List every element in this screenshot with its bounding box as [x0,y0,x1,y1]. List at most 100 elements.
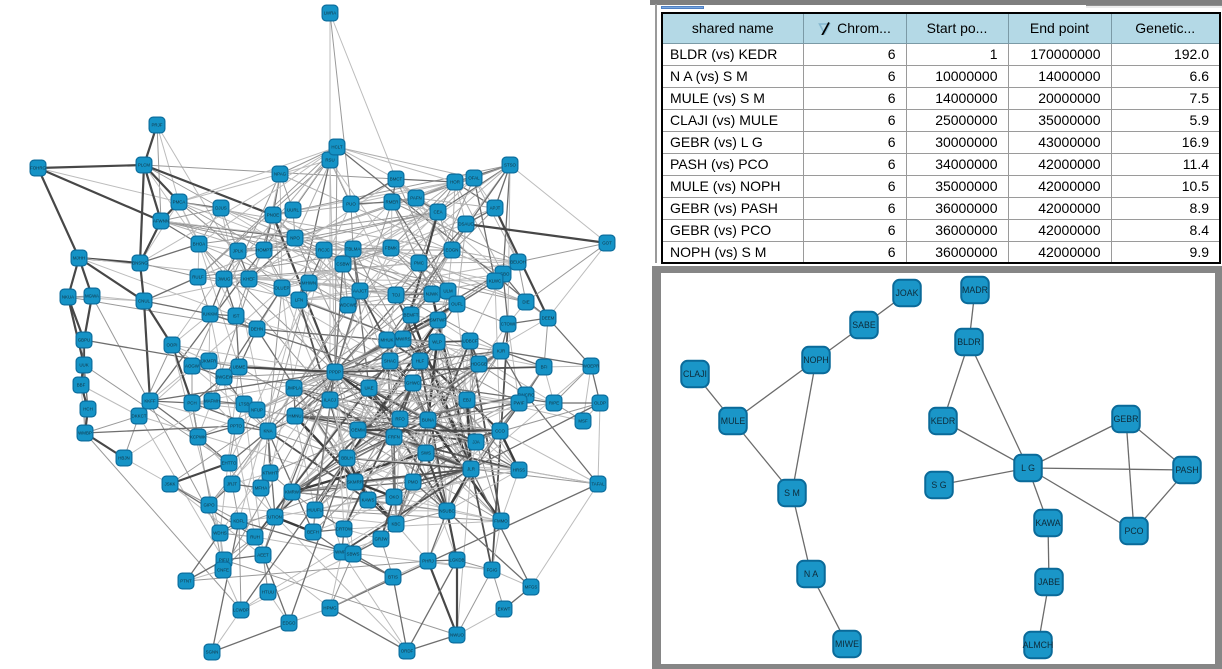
svg-text:AOGW: AOGW [185,364,200,369]
svg-text:S M: S M [784,488,800,498]
svg-text:PMO: PMO [408,480,419,485]
svg-text:ILACJ: ILACJ [324,398,336,403]
svg-text:NPO: NPO [290,236,300,241]
svg-text:UAE: UAE [364,386,373,391]
svg-text:JPLK: JPLK [233,249,244,254]
svg-text:SKMRR: SKMRR [347,480,363,485]
svg-text:WLP: WLP [432,340,442,345]
svg-text:SGNN: SGNN [206,650,219,655]
svg-text:RMER: RMER [386,200,399,205]
svg-text:BEUOH: BEUOH [510,260,526,265]
svg-text:APJT: APJT [490,206,501,211]
svg-text:DEHN: DEHN [251,327,263,332]
svg-text:FRFN: FRFN [388,435,400,440]
svg-text:BMCT: BMCT [390,177,403,182]
svg-text:KAWS: KAWS [362,498,375,503]
svg-text:STSO: STSO [504,163,517,168]
svg-text:KTMHT: KTMHT [262,471,277,476]
svg-text:CRTOW: CRTOW [336,527,353,532]
svg-text:TBLMA: TBLMA [346,247,361,252]
svg-text:PMC: PMC [414,261,424,266]
svg-text:OLDP: OLDP [594,401,606,406]
svg-text:RSU: RSU [325,158,334,163]
svg-text:LGKDB: LGKDB [450,558,465,563]
svg-text:BBF: BBF [77,383,86,388]
svg-text:HMNU: HMNU [288,414,301,419]
svg-text:WOEPR: WOEPR [583,364,600,369]
svg-text:FBMK: FBMK [385,246,397,251]
svg-text:GOT: GOT [602,241,612,246]
svg-text:FMMO: FMMO [494,519,508,524]
svg-text:PMCA: PMCA [173,200,186,205]
svg-text:MFGS: MFGS [525,585,538,590]
svg-text:PCH: PCH [187,401,196,406]
svg-text:BEFH: BEFH [307,530,319,535]
svg-text:MHWN: MHWN [302,281,316,286]
svg-text:BBLH: BBLH [341,456,352,461]
svg-text:PASH: PASH [1175,465,1198,475]
svg-text:HPMG: HPMG [323,606,337,611]
svg-text:EHTTO: EHTTO [222,461,237,466]
svg-text:WDHS: WDHS [213,531,226,536]
svg-text:GHWC: GHWC [406,381,420,386]
svg-text:JWUG: JWUG [218,277,232,282]
svg-text:EKWT: EKWT [498,607,511,612]
svg-text:KKFF: KKFF [144,399,156,404]
svg-text:KBC: KBC [391,522,400,527]
svg-text:OEMM: OEMM [351,428,365,433]
svg-text:AAJCT: AAJCT [353,289,367,294]
svg-text:HTUU: HTUU [262,590,274,595]
svg-text:UDBCF: UDBCF [462,339,477,344]
svg-text:SMTWP: SMTWP [430,318,446,323]
svg-text:SHAC: SHAC [384,359,396,364]
svg-text:BEMFT: BEMFT [404,313,419,318]
svg-text:JLR: JLR [467,467,475,472]
svg-text:PTNT: PTNT [180,579,192,584]
svg-text:DIE: DIE [522,300,529,305]
svg-text:N A: N A [804,569,818,579]
svg-text:HOMPT: HOMPT [256,248,272,253]
svg-text:PWIF: PWIF [514,401,525,406]
svg-text:MGWA: MGWA [85,294,99,299]
svg-text:MAFMH: MAFMH [204,399,220,404]
svg-text:PIFIJ: PIFIJ [219,558,229,563]
svg-text:UUK: UUK [79,363,88,368]
svg-text:TOJ: TOJ [392,293,400,298]
svg-text:CCO: CCO [495,429,505,434]
svg-text:NJWK: NJWK [426,292,439,297]
svg-text:DEEM: DEEM [542,316,555,321]
svg-text:RFO: RFO [395,417,405,422]
svg-text:BFI: BFI [541,365,548,370]
svg-text:KEDR: KEDR [931,416,955,426]
svg-text:OFAL: OFAL [468,176,480,181]
svg-text:PNOE: PNOE [267,213,280,218]
svg-text:NKUA: NKUA [62,295,74,300]
svg-text:HLF: HLF [416,359,425,364]
svg-text:BLDR: BLDR [957,337,980,347]
svg-text:CLAJI: CLAJI [683,369,707,379]
svg-text:NWUO: NWUO [450,633,464,638]
svg-text:GBPU: GBPU [78,338,90,343]
svg-text:KDFL: KDFL [233,519,245,524]
svg-text:ALMCH: ALMCH [1023,640,1054,650]
svg-text:RIPE: RIPE [549,401,559,406]
svg-text:WDCWE: WDCWE [339,303,357,308]
svg-text:ULM: ULM [443,289,453,294]
svg-text:CTOWI: CTOWI [501,322,516,327]
svg-text:LTSB: LTSB [239,402,250,407]
svg-text:GRJW: GRJW [375,537,389,542]
svg-text:HRSS: HRSS [513,468,525,473]
svg-text:PHRJ: PHRJ [422,559,433,564]
svg-text:PPTO: PPTO [230,424,242,429]
svg-text:MJHH: MJHH [73,256,85,261]
svg-text:EOGN: EOGN [446,248,459,253]
svg-text:HBJN: HBJN [118,456,129,461]
svg-text:MWIRS: MWIRS [395,337,410,342]
svg-text:CEA: CEA [433,210,442,215]
svg-text:JRJT: JRJT [227,482,238,487]
svg-text:JABE: JABE [1038,577,1060,587]
svg-text:CNUL: CNUL [138,299,151,304]
svg-text:NPAG: NPAG [274,172,287,177]
svg-text:MFHA: MFHA [255,486,268,491]
svg-text:JMPLA: JMPLA [287,386,301,391]
